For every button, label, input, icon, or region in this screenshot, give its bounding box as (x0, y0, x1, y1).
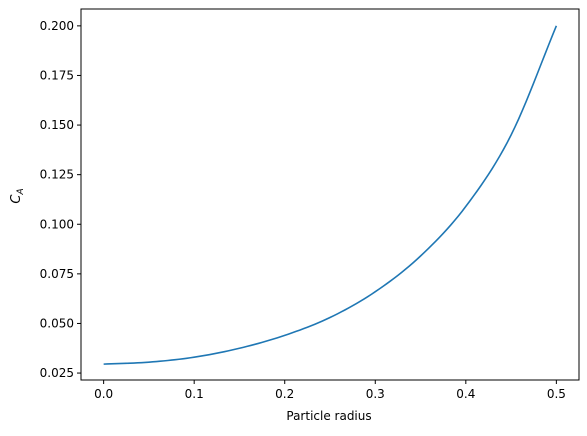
axis-ticks: 0.0 0.1 0.2 0.3 0.4 0.5 0.025 0.050 0.075 0.100 0.… (40, 19, 566, 401)
x-tick-label: 0.1 (185, 387, 204, 401)
y-tick-label: 0.100 (40, 217, 74, 231)
x-tick-label: 0.3 (366, 387, 385, 401)
plot-area (80, 8, 580, 381)
x-tick-label: 0.0 (94, 387, 113, 401)
x-tick-label: 0.5 (547, 387, 566, 401)
y-axis-label-sub: A (16, 188, 26, 195)
y-tick-label: 0.175 (40, 68, 74, 82)
x-tick-label: 0.4 (456, 387, 475, 401)
y-tick-label: 0.075 (40, 267, 74, 281)
y-tick-label: 0.200 (40, 19, 74, 33)
y-tick-label: 0.025 (40, 366, 74, 380)
y-tick-label: 0.050 (40, 316, 74, 330)
y-axis-label: CA (9, 188, 26, 203)
y-tick-label: 0.150 (40, 118, 74, 132)
y-tick-label: 0.125 (40, 168, 74, 182)
x-axis-label: Particle radius (286, 409, 371, 423)
y-axis-label-main: C (9, 194, 24, 204)
axes-frame (80, 8, 580, 381)
x-tick-label: 0.2 (275, 387, 294, 401)
series-line (103, 25, 558, 365)
